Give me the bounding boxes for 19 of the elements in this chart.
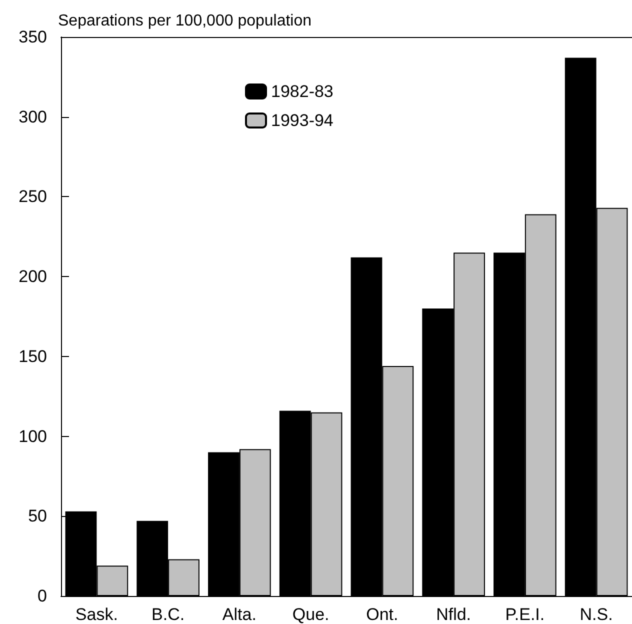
y-axis-title: Separations per 100,000 population: [58, 12, 312, 30]
y-tick-label: 0: [38, 586, 47, 606]
x-tick-label: B.C.: [152, 605, 185, 624]
x-tick-label: Que.: [292, 605, 330, 624]
y-tick-label: 150: [18, 346, 47, 366]
y-tick-label: 250: [18, 187, 47, 206]
x-tick-label: Nfld.: [436, 605, 472, 624]
x-tick-label: P.E.I.: [505, 605, 545, 624]
legend-label: 1982-83: [271, 82, 334, 101]
x-tick-label: Ont.: [366, 605, 398, 624]
x-tick-label: N.S.: [580, 605, 613, 624]
x-tick-label: Sask.: [75, 605, 118, 624]
y-tick-label: 200: [18, 267, 47, 286]
x-tick-label: Alta.: [222, 605, 256, 624]
y-tick-label: 100: [18, 426, 47, 446]
y-tick-label: 300: [18, 107, 47, 126]
y-tick-label: 350: [18, 28, 47, 46]
legend-label: 1993-94: [271, 111, 334, 130]
y-tick-label: 50: [28, 506, 47, 526]
